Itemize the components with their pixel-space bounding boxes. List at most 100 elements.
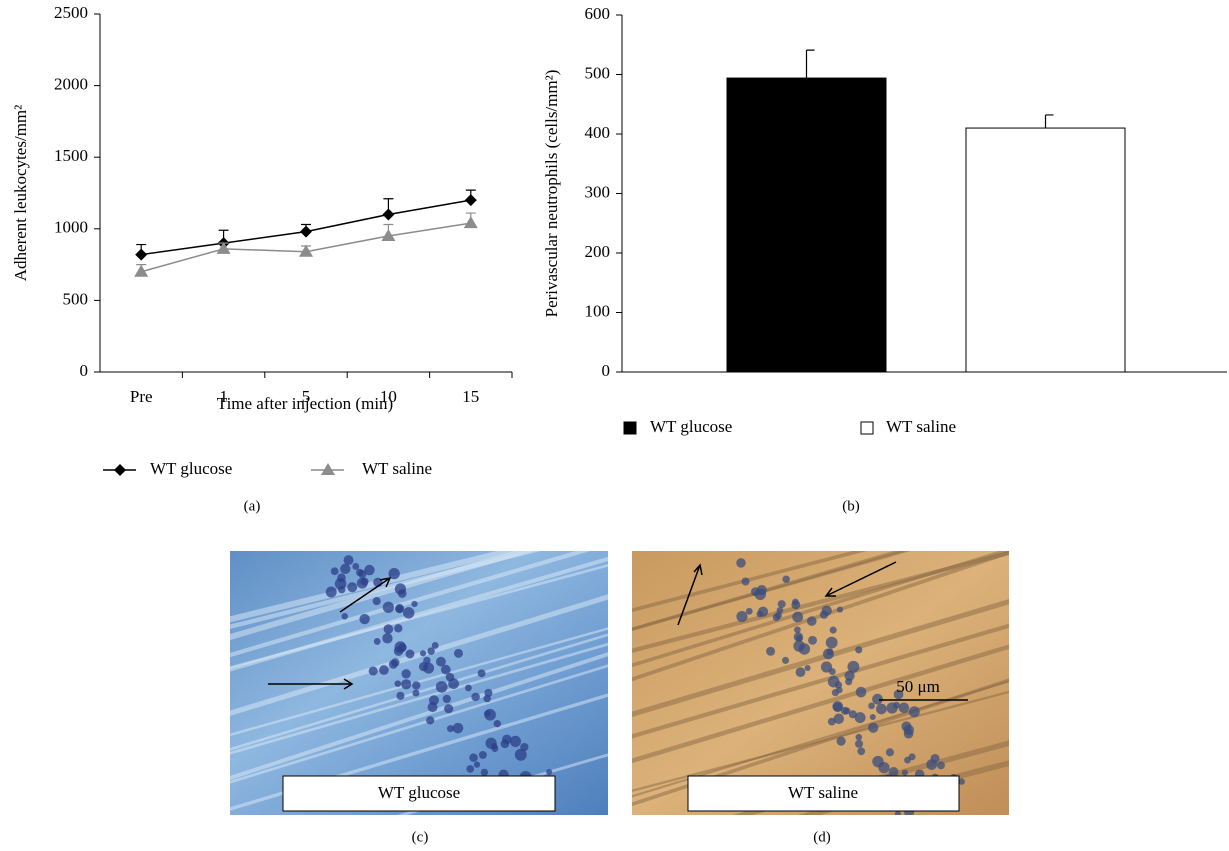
cell [372,597,381,606]
y-tick-label: 0 [602,361,611,380]
cell [382,633,393,644]
cell [777,600,786,609]
cell [480,768,489,777]
cell [741,577,750,586]
fibre [230,551,591,658]
y-tick-label: 1000 [54,218,88,237]
legend-label: WT glucose [150,459,232,478]
cell [868,702,875,710]
cell [904,756,911,764]
cell [431,642,439,649]
cell [446,725,455,733]
cell [845,678,853,686]
y-tick-label: 2500 [54,3,88,22]
fibre [230,551,535,641]
cell [356,577,368,589]
cell [793,632,803,642]
cell [428,695,439,706]
fibre [230,664,608,784]
cell [388,567,400,580]
fibre [632,644,1009,764]
legend-label: WT saline [886,417,956,436]
x-tick-label: 1 [219,387,228,406]
y-tick-label: 0 [80,361,89,380]
marker [299,244,313,257]
bar [965,127,1126,373]
arrow-head [343,678,354,690]
cell [343,555,354,566]
cell [804,664,811,672]
cell [419,650,427,657]
cell [520,742,529,752]
cell [484,710,491,717]
caption: (d) [813,829,831,845]
y-tick-label: 400 [585,123,611,142]
cell [847,660,860,673]
cell [826,648,834,656]
cell [466,765,475,773]
cell [493,720,501,728]
cell [397,589,407,598]
label-box [282,775,556,812]
y-tick-label: 100 [585,301,611,320]
cell [876,703,887,715]
cell [411,600,418,608]
cell [427,647,435,655]
marker [134,264,149,277]
y-axis-label: Perivascular neutrophils (cells/mm²) [542,70,561,318]
cell [452,722,464,734]
cell [908,706,920,718]
marker [300,225,312,238]
cell [401,669,411,679]
cell [833,713,844,724]
x-tick-label: 5 [302,387,311,406]
cell [832,701,844,712]
cell [444,704,454,714]
fibre [230,652,608,781]
cell [364,564,375,576]
fibre [632,680,1009,798]
cell [766,646,776,656]
x-tick-label: 15 [462,387,479,406]
cell [836,606,843,613]
cell [820,661,833,673]
marker [135,248,148,261]
cell [383,624,394,634]
fibre [632,690,1009,792]
cell [514,748,527,761]
cell [373,637,381,645]
x-tick-label: 10 [380,387,397,406]
cell [794,626,801,634]
cell [368,666,378,676]
cell [412,681,421,690]
cell [893,689,904,700]
cell [464,684,472,692]
bar [726,77,887,373]
cell [471,692,480,702]
cell [405,649,415,659]
cell [855,733,863,741]
caption: (c) [412,829,429,845]
cell [836,736,846,746]
cell [926,759,938,770]
fibre [230,594,608,716]
y-tick-label: 300 [585,182,611,201]
cell [857,747,866,756]
cell [772,613,781,622]
caption: (a) [244,498,261,514]
y-tick-label: 1500 [54,146,88,165]
cell [477,669,486,678]
cell [736,610,748,623]
cell [395,603,405,613]
y-tick-label: 2000 [54,75,88,94]
fibre [230,693,608,811]
fibre [632,598,1009,718]
cell [958,778,965,785]
cell [453,648,463,658]
cell [878,761,890,774]
cell [736,558,746,568]
x-tick-label: Pre [130,387,153,406]
marker [463,216,478,229]
cell [844,670,855,681]
